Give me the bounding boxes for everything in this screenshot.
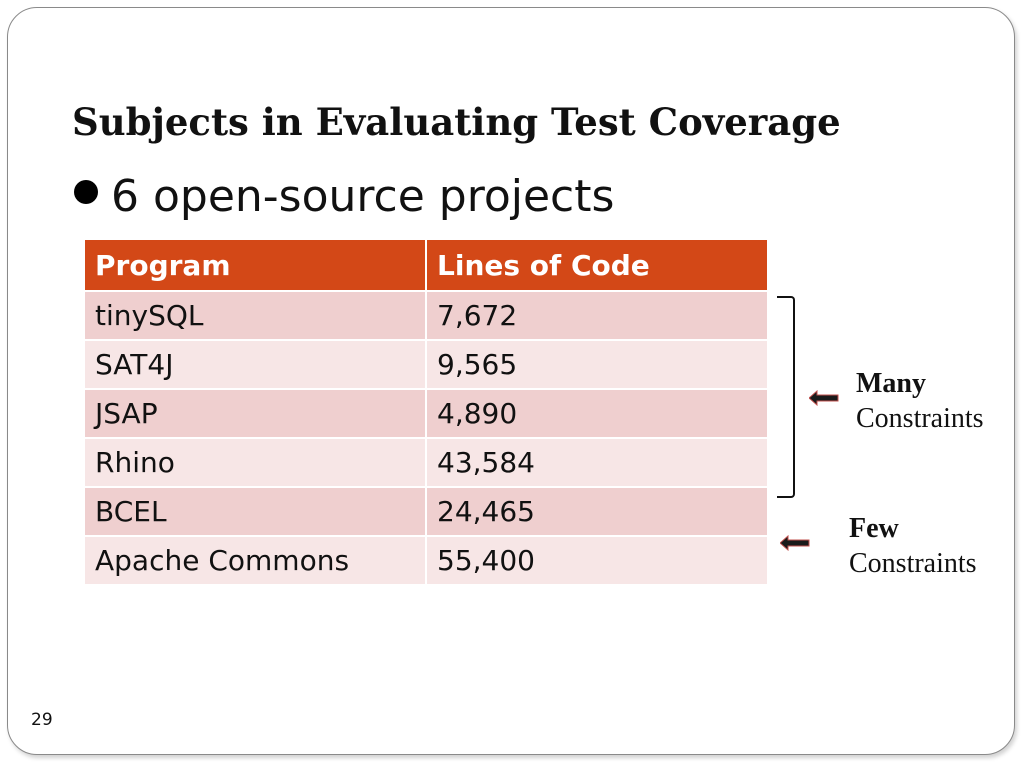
cell-lines-of-code: 9,565: [425, 339, 769, 390]
bullet-dot-icon: [74, 180, 98, 204]
right-bracket: [777, 296, 795, 498]
few-constraints-text: Constraints: [849, 548, 977, 579]
slide-title: Subjects in Evaluating Test Coverage: [72, 100, 841, 144]
many-constraints-text: Constraints: [856, 403, 984, 434]
cell-lines-of-code: 24,465: [425, 486, 769, 537]
few-constraints-annotation: Few Constraints: [849, 512, 977, 582]
left-arrow-icon: [809, 390, 839, 406]
header-program: Program: [83, 238, 427, 292]
table-row: Apache Commons 55,400: [83, 535, 769, 586]
cell-program: Rhino: [83, 437, 427, 488]
left-arrow-icon: [780, 535, 810, 551]
cell-lines-of-code: 4,890: [425, 388, 769, 439]
bullet-text: 6 open-source projects: [111, 171, 615, 222]
cell-lines-of-code: 43,584: [425, 437, 769, 488]
table-row: tinySQL 7,672: [83, 290, 769, 341]
cell-lines-of-code: 7,672: [425, 290, 769, 341]
cell-program: Apache Commons: [83, 535, 427, 586]
cell-program: tinySQL: [83, 290, 427, 341]
table-header-row: Program Lines of Code: [83, 238, 769, 292]
cell-lines-of-code: 55,400: [425, 535, 769, 586]
table-row: Rhino 43,584: [83, 437, 769, 488]
projects-table: Program Lines of Code tinySQL 7,672 SAT4…: [83, 238, 769, 586]
many-label: Many: [856, 368, 926, 399]
header-lines-of-code: Lines of Code: [425, 238, 769, 292]
table-row: JSAP 4,890: [83, 388, 769, 439]
table-row: SAT4J 9,565: [83, 339, 769, 390]
cell-program: SAT4J: [83, 339, 427, 390]
table-row: BCEL 24,465: [83, 486, 769, 537]
page-number: 29: [31, 710, 53, 730]
many-constraints-annotation: Many Constraints: [856, 367, 984, 437]
cell-program: BCEL: [83, 486, 427, 537]
cell-program: JSAP: [83, 388, 427, 439]
few-label: Few: [849, 513, 899, 544]
